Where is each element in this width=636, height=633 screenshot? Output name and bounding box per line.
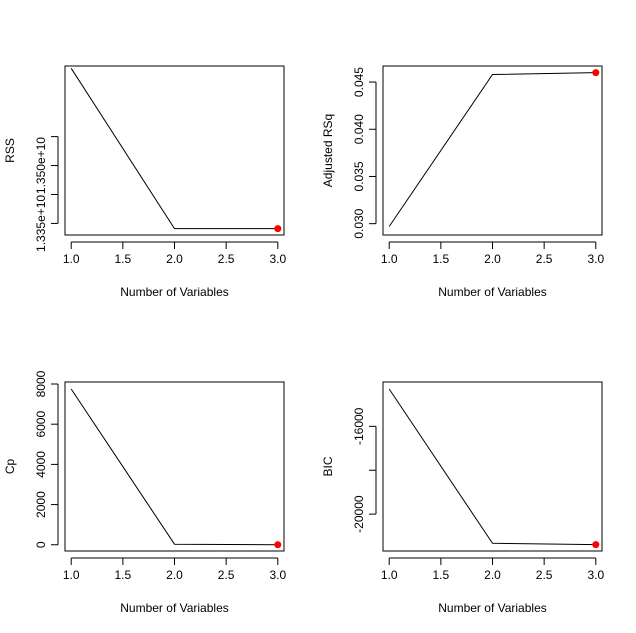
y-axis-title: BIC <box>321 456 335 476</box>
y-tick-label: 0.045 <box>352 67 366 97</box>
y-tick-label: 0.040 <box>352 114 366 144</box>
x-tick-label: 1.0 <box>63 568 80 582</box>
y-axis-title: RSS <box>3 138 17 163</box>
chart-panel-2: 1.0 1.5 2.0 2.5 3.0 0.030 0.035 0.040 0.045 Numbe… <box>321 65 604 299</box>
y-tick-label: -20000 <box>352 495 366 533</box>
y-axis-title: Adjusted RSq <box>321 114 335 187</box>
y-tick-label: 1.335e+10 <box>34 195 48 252</box>
y-tick-label: -16000 <box>352 407 366 445</box>
x-tick-label: 3.0 <box>269 252 286 266</box>
x-tick-label: 2.5 <box>536 568 553 582</box>
x-tick-label: 1.5 <box>115 252 132 266</box>
series-line <box>388 388 596 546</box>
series-line <box>70 68 278 230</box>
chart-panel-1: 1.0 1.5 2.0 2.5 3.0 1.335e+101.350e+10 Number … <box>3 65 286 299</box>
x-tick-label: 1.0 <box>381 252 398 266</box>
y-tick-label: 8000 <box>34 370 48 397</box>
x-tick-label: 2.0 <box>484 568 501 582</box>
x-tick-label: 1.5 <box>115 568 132 582</box>
optimum-marker <box>592 541 600 549</box>
y-axis-title: Cp <box>3 459 17 475</box>
chart-panel-3: 1.0 1.5 2.0 2.5 3.0 0 2000 4000 6000 8000 Number o… <box>3 370 286 615</box>
x-tick-label: 1.5 <box>433 252 450 266</box>
x-axis-title: Number of Variables <box>438 601 547 615</box>
plot-frame <box>64 65 285 236</box>
optimum-marker <box>592 69 600 77</box>
x-tick-label: 2.0 <box>166 568 183 582</box>
series-line <box>70 388 278 546</box>
y-tick-label: 6000 <box>34 411 48 438</box>
x-tick-label: 3.0 <box>269 568 286 582</box>
y-tick-label: 1.350e+10 <box>34 137 48 194</box>
x-tick-label: 2.5 <box>218 252 235 266</box>
plot-frame <box>382 381 603 552</box>
x-tick-label: 2.0 <box>166 252 183 266</box>
x-axis-title: Number of Variables <box>120 601 229 615</box>
series-line <box>388 72 596 227</box>
x-tick-label: 2.5 <box>536 252 553 266</box>
optimum-marker <box>274 225 282 233</box>
chart-panel-4: 1.0 1.5 2.0 2.5 3.0 -20000 -16000 Number of Var… <box>321 381 604 615</box>
x-axis-title: Number of Variables <box>438 285 547 299</box>
x-tick-label: 3.0 <box>587 252 604 266</box>
plot-frame <box>382 65 603 236</box>
x-tick-label: 2.5 <box>218 568 235 582</box>
x-tick-label: 1.0 <box>63 252 80 266</box>
x-tick-label: 3.0 <box>587 568 604 582</box>
plot-frame <box>64 381 285 552</box>
y-tick-label: 0.030 <box>352 208 366 238</box>
y-tick-label: 2000 <box>34 491 48 518</box>
optimum-marker <box>274 541 282 549</box>
x-tick-label: 1.0 <box>381 568 398 582</box>
x-tick-label: 1.5 <box>433 568 450 582</box>
y-tick-label: 0.035 <box>352 161 366 191</box>
y-tick-label: 4000 <box>34 451 48 478</box>
x-tick-label: 2.0 <box>484 252 501 266</box>
y-tick-label: 0 <box>34 541 48 548</box>
x-axis-title: Number of Variables <box>120 285 229 299</box>
